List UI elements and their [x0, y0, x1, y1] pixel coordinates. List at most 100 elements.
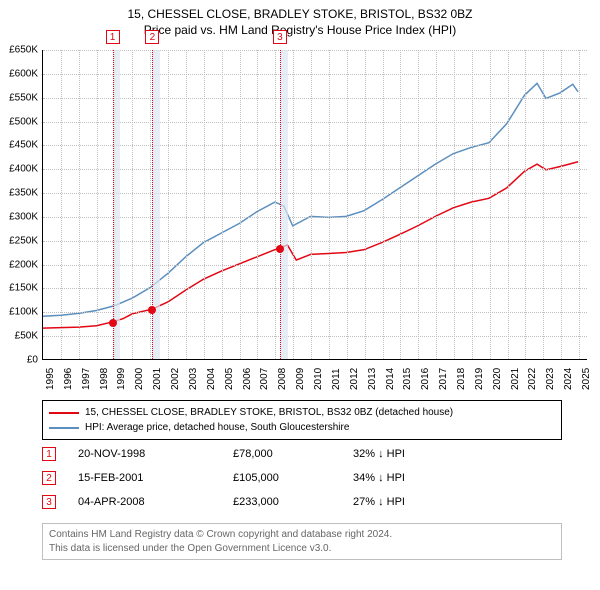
- gridline-vertical: [275, 50, 276, 359]
- marker-dot: [148, 306, 156, 314]
- table-date: 15-FEB-2001: [78, 472, 233, 484]
- table-price: £105,000: [233, 472, 353, 484]
- x-tick-label: 1999: [116, 368, 127, 390]
- gridline-vertical: [168, 50, 169, 359]
- legend-swatch: [49, 412, 79, 414]
- table-hpi: 34% ↓ HPI: [353, 472, 405, 484]
- gridline-vertical: [543, 50, 544, 359]
- gridline-horizontal: [43, 74, 587, 75]
- gridline-vertical: [525, 50, 526, 359]
- gridline-horizontal: [43, 241, 587, 242]
- gridline-vertical: [311, 50, 312, 359]
- legend-row: 15, CHESSEL CLOSE, BRADLEY STOKE, BRISTO…: [49, 405, 555, 420]
- gridline-vertical: [579, 50, 580, 359]
- legend-label: HPI: Average price, detached house, Sout…: [85, 420, 349, 435]
- figure-root: 15, CHESSEL CLOSE, BRADLEY STOKE, BRISTO…: [0, 0, 600, 590]
- table-price: £78,000: [233, 448, 353, 460]
- gridline-horizontal: [43, 169, 587, 170]
- x-tick-label: 1995: [45, 368, 56, 390]
- x-tick-label: 2004: [206, 368, 217, 390]
- legend-box: 15, CHESSEL CLOSE, BRADLEY STOKE, BRISTO…: [42, 400, 562, 440]
- table-badge: 3: [42, 495, 56, 509]
- gridline-vertical: [61, 50, 62, 359]
- x-tick-label: 2022: [527, 368, 538, 390]
- gridline-vertical: [132, 50, 133, 359]
- x-tick-label: 2009: [295, 368, 306, 390]
- x-tick-label: 2010: [313, 368, 324, 390]
- gridline-vertical: [329, 50, 330, 359]
- y-tick-label: £300K: [9, 211, 38, 222]
- x-tick-label: 2016: [420, 368, 431, 390]
- marker-badge: 2: [145, 30, 159, 44]
- marker-shade: [113, 50, 120, 359]
- table-badge: 1: [42, 447, 56, 461]
- y-tick-label: £550K: [9, 92, 38, 103]
- x-tick-label: 2021: [510, 368, 521, 390]
- x-tick-label: 2017: [438, 368, 449, 390]
- x-tick-label: 2005: [224, 368, 235, 390]
- y-tick-label: £350K: [9, 188, 38, 199]
- x-tick-label: 2000: [134, 368, 145, 390]
- x-tick-label: 2019: [474, 368, 485, 390]
- x-tick-label: 1997: [81, 368, 92, 390]
- marker-vline: [280, 50, 281, 359]
- table-hpi: 27% ↓ HPI: [353, 496, 405, 508]
- footer-line-1: Contains HM Land Registry data © Crown c…: [49, 528, 555, 542]
- x-tick-label: 2001: [152, 368, 163, 390]
- x-tick-label: 2006: [242, 368, 253, 390]
- plot-area: 123: [42, 50, 587, 360]
- gridline-horizontal: [43, 122, 587, 123]
- gridline-vertical: [472, 50, 473, 359]
- table-row: 215-FEB-2001£105,00034% ↓ HPI: [42, 466, 562, 490]
- gridline-horizontal: [43, 265, 587, 266]
- title-block: 15, CHESSEL CLOSE, BRADLEY STOKE, BRISTO…: [0, 0, 600, 38]
- table-date: 20-NOV-1998: [78, 448, 233, 460]
- x-tick-label: 1996: [63, 368, 74, 390]
- gridline-vertical: [490, 50, 491, 359]
- x-tick-label: 2024: [563, 368, 574, 390]
- gridline-horizontal: [43, 217, 587, 218]
- gridline-vertical: [436, 50, 437, 359]
- gridline-vertical: [257, 50, 258, 359]
- x-tick-label: 2013: [367, 368, 378, 390]
- table-hpi: 32% ↓ HPI: [353, 448, 405, 460]
- gridline-vertical: [508, 50, 509, 359]
- gridline-horizontal: [43, 193, 587, 194]
- gridline-vertical: [454, 50, 455, 359]
- x-tick-label: 2014: [385, 368, 396, 390]
- table-price: £233,000: [233, 496, 353, 508]
- gridline-vertical: [365, 50, 366, 359]
- table-row: 3 04-APR-2008£233,00027% ↓ HPI: [42, 490, 562, 514]
- marker-badge: 1: [106, 30, 120, 44]
- gridline-vertical: [400, 50, 401, 359]
- legend-row: HPI: Average price, detached house, Sout…: [49, 420, 555, 435]
- x-tick-label: 2015: [402, 368, 413, 390]
- marker-badge: 3: [273, 30, 287, 44]
- gridline-horizontal: [43, 312, 587, 313]
- gridline-vertical: [240, 50, 241, 359]
- y-tick-label: £50K: [15, 331, 38, 342]
- x-tick-label: 2002: [170, 368, 181, 390]
- gridline-vertical: [222, 50, 223, 359]
- x-tick-label: 2008: [277, 368, 288, 390]
- gridline-horizontal: [43, 98, 587, 99]
- table-date: 04-APR-2008: [78, 496, 233, 508]
- y-tick-label: £500K: [9, 116, 38, 127]
- marker-dot: [109, 319, 117, 327]
- marker-dot: [276, 245, 284, 253]
- x-tick-label: 2020: [492, 368, 503, 390]
- gridline-vertical: [383, 50, 384, 359]
- y-tick-label: £150K: [9, 283, 38, 294]
- footer-line-2: This data is licensed under the Open Gov…: [49, 542, 555, 556]
- gridline-vertical: [79, 50, 80, 359]
- gridline-vertical: [347, 50, 348, 359]
- legend-swatch: [49, 427, 79, 429]
- gridline-horizontal: [43, 145, 587, 146]
- legend-label: 15, CHESSEL CLOSE, BRADLEY STOKE, BRISTO…: [85, 405, 453, 420]
- x-tick-label: 2003: [188, 368, 199, 390]
- x-tick-label: 2007: [259, 368, 270, 390]
- y-tick-label: £250K: [9, 235, 38, 246]
- x-tick-label: 2025: [581, 368, 592, 390]
- gridline-vertical: [293, 50, 294, 359]
- footer-box: Contains HM Land Registry data © Crown c…: [42, 523, 562, 560]
